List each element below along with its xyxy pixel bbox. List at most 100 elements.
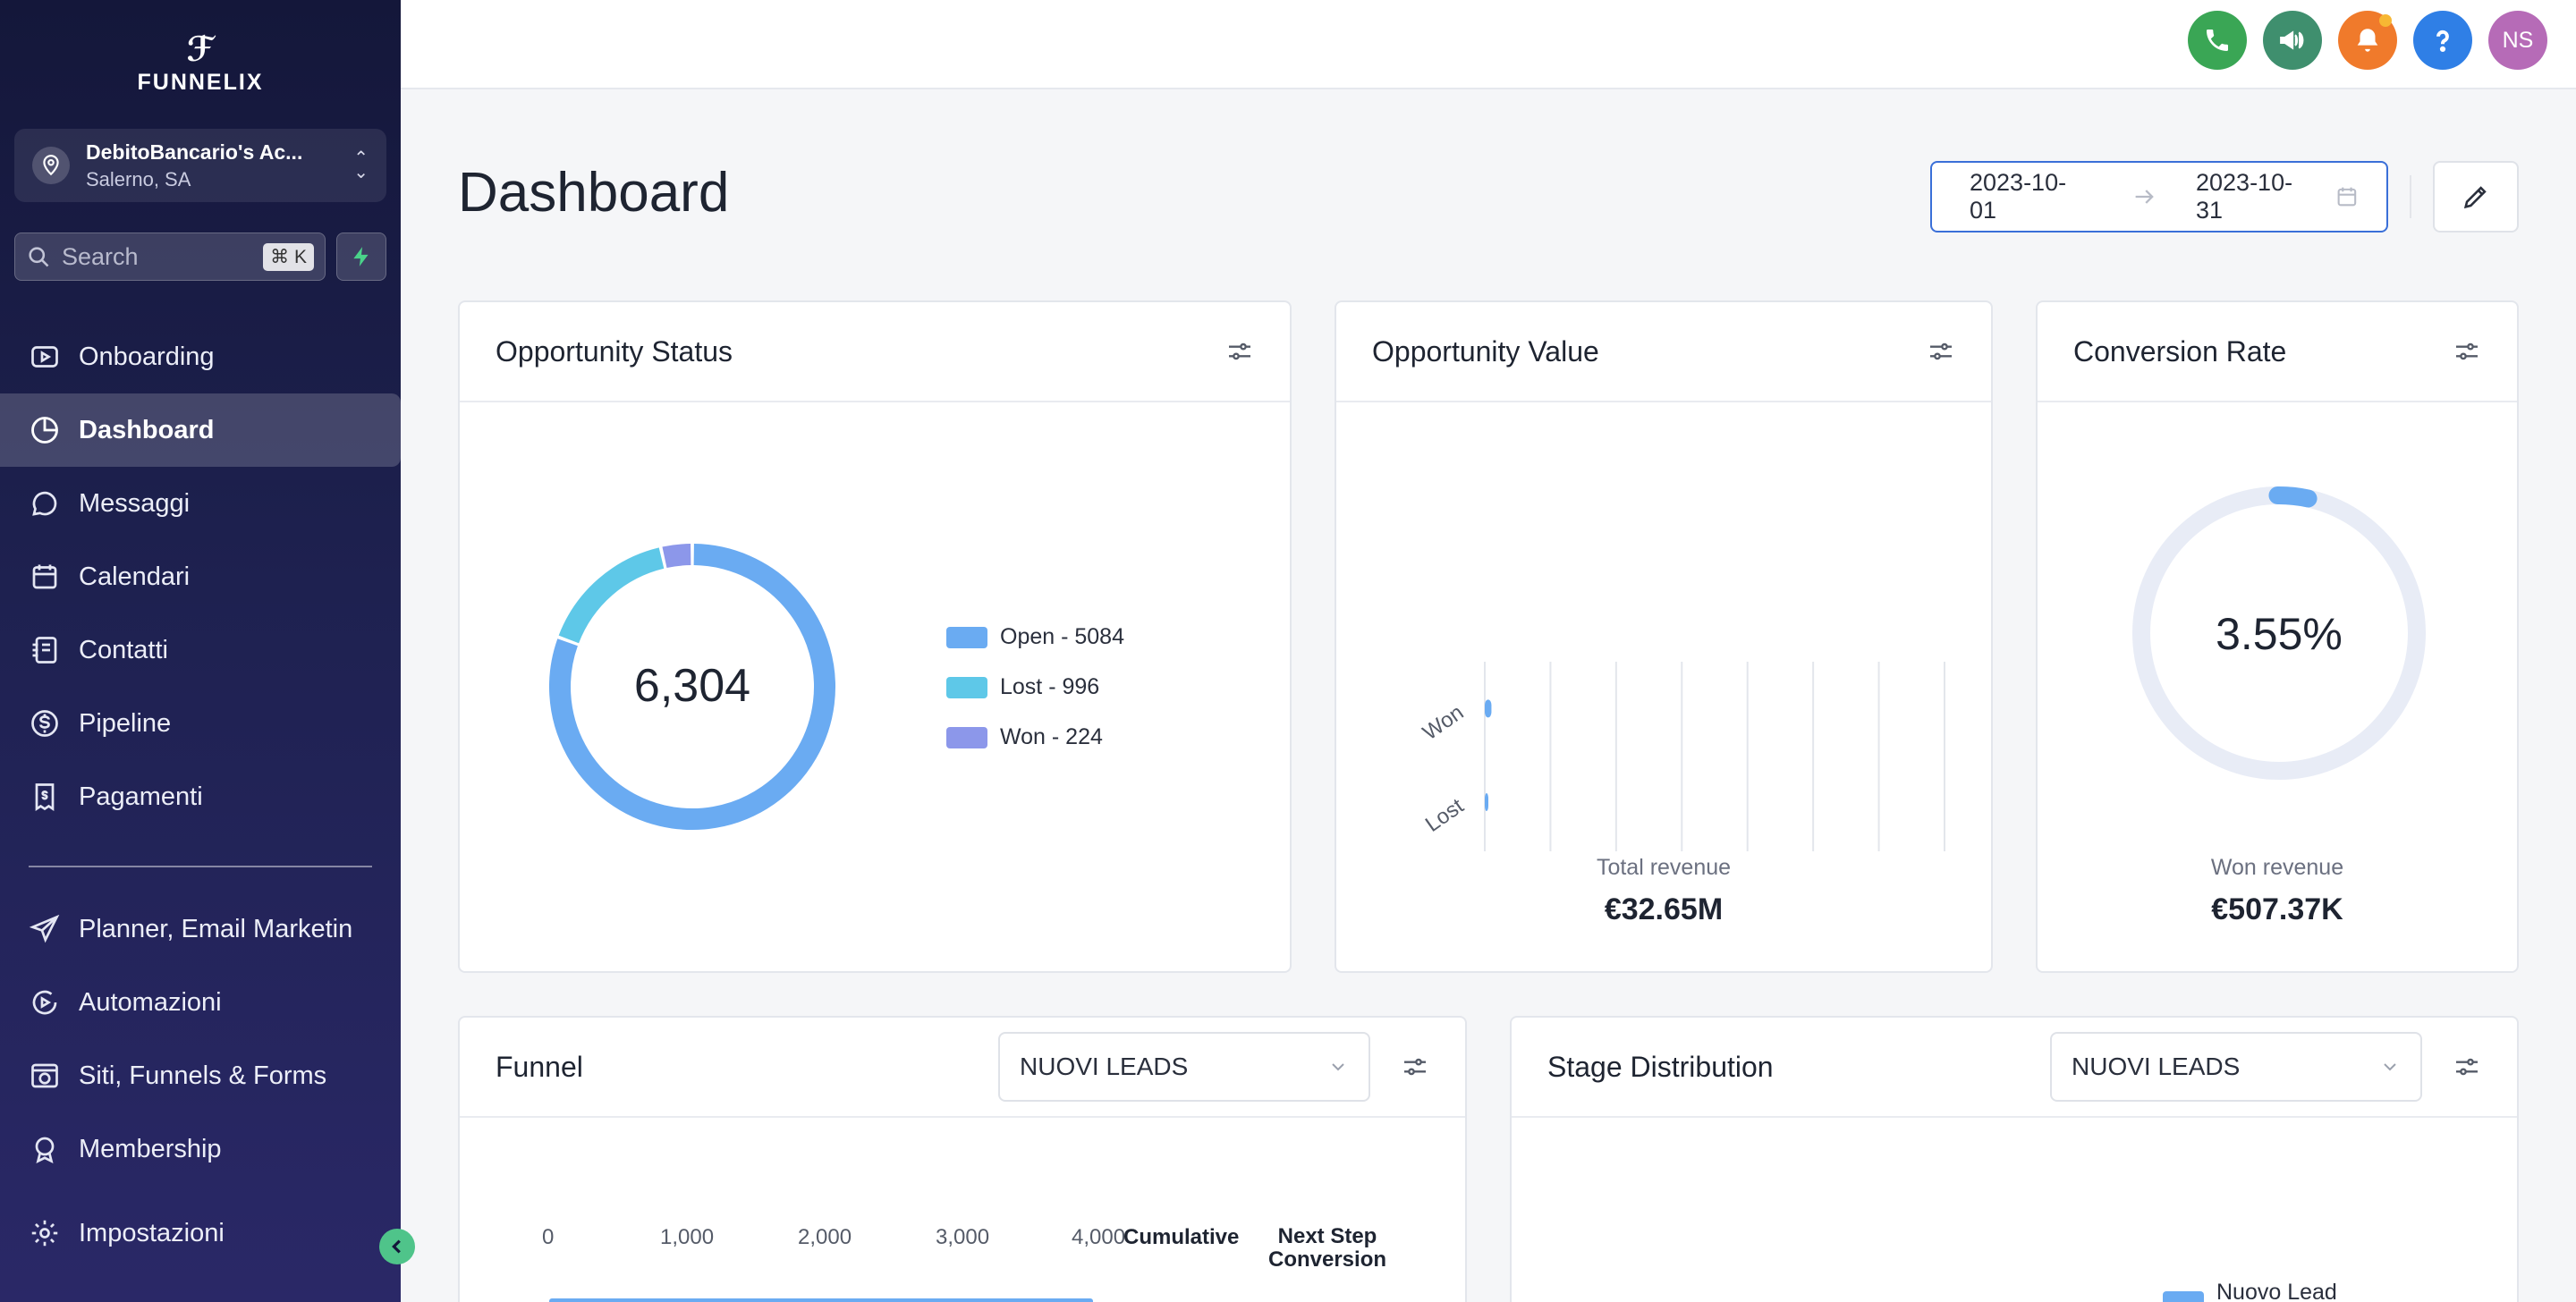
bar-lost[interactable]: [1485, 793, 1488, 811]
calendar-icon: [2337, 187, 2357, 207]
nav-label: Automazioni: [79, 987, 222, 1017]
account-location: Salerno, SA: [86, 167, 191, 190]
receipt-icon: [35, 783, 55, 812]
quick-action-button[interactable]: [336, 232, 386, 281]
donut-segment-open[interactable]: [549, 544, 835, 830]
category-label: Won: [1419, 700, 1469, 745]
nav-item-pipeline[interactable]: Pipeline: [0, 687, 401, 760]
automation-icon: [32, 990, 57, 1015]
won-revenue-value: €507.37K: [2211, 892, 2343, 926]
stage-pipeline-select[interactable]: NUOVI LEADS: [2050, 1032, 2422, 1102]
nav-item-siti[interactable]: Siti, Funnels & Forms: [0, 1039, 401, 1112]
notification-dot: [2379, 14, 2392, 27]
legend-item-open: Open - 5084: [946, 624, 1124, 650]
nav-label: Impostazioni: [79, 1218, 225, 1247]
filter-icon[interactable]: [2453, 1053, 2481, 1081]
nav-label: Dashboard: [79, 415, 215, 444]
gear-icon: [31, 1220, 58, 1247]
nav-item-dashboard[interactable]: Dashboard: [0, 393, 401, 467]
chevron-left-icon: [392, 1239, 401, 1254]
select-value: NUOVI LEADS: [2072, 1053, 2241, 1080]
date-end[interactable]: 2023-10-31: [2196, 169, 2293, 224]
nav-item-planner[interactable]: Planner, Email Marketin: [0, 892, 401, 966]
search-shortcut: ⌘ K: [263, 242, 314, 271]
account-switcher[interactable]: DebitoBancario's Ac... Salerno, SA ⌃ ⌄: [14, 129, 386, 202]
donut-segment-lost[interactable]: [558, 547, 665, 644]
phone-icon: [2207, 30, 2228, 51]
nav-label: Pipeline: [79, 708, 172, 738]
cumulative-column-header: Cumulative: [1123, 1225, 1240, 1249]
total-revenue-value: €32.65M: [1604, 892, 1724, 926]
filter-icon[interactable]: [2453, 337, 2481, 366]
opportunity-status-donut: 6,304: [549, 544, 835, 830]
nav-item-onboarding[interactable]: Onboarding: [0, 320, 401, 393]
pie-chart-icon: [31, 417, 58, 444]
nav-divider: [29, 866, 372, 867]
account-name: DebitoBancario's Ac...: [86, 140, 303, 164]
funnel-pipeline-select[interactable]: NUOVI LEADS: [998, 1032, 1370, 1102]
card-title: Opportunity Value: [1372, 334, 1599, 368]
date-range-picker[interactable]: 2023-10-01 2023-10-31: [1930, 161, 2388, 232]
nav-item-messaggi[interactable]: Messaggi: [0, 467, 401, 540]
nav-label: Planner, Email Marketin: [79, 914, 353, 943]
nav-item-impostazioni[interactable]: Impostazioni: [0, 1196, 401, 1270]
collapse-sidebar-button[interactable]: [379, 1229, 415, 1264]
donut-segment-won[interactable]: [662, 544, 691, 569]
chevron-down-icon: [1332, 1063, 1344, 1071]
category-label: Lost: [1421, 794, 1469, 837]
phone-button[interactable]: [2188, 11, 2247, 70]
megaphone-icon: [2280, 30, 2304, 50]
funnel-card: Funnel NUOVI LEADS 0 1,000 2,000 3,000 4…: [458, 1016, 1467, 1302]
play-square-icon: [31, 346, 58, 368]
legend-swatch: [946, 676, 987, 698]
app-logo[interactable]: ℱ FUNNELIX: [0, 32, 401, 96]
badge-icon: [35, 1137, 55, 1164]
legend-label: Nuovo Lead: [2216, 1279, 2337, 1302]
help-button[interactable]: [2413, 11, 2472, 70]
logo-text: FUNNELIX: [137, 70, 264, 95]
date-start[interactable]: 2023-10-01: [1970, 169, 2067, 224]
dollar-circle-icon: [31, 710, 58, 737]
question-icon: [2436, 30, 2449, 53]
chevron-down-icon: [2384, 1063, 2396, 1071]
search-input[interactable]: Search ⌘ K: [14, 232, 326, 281]
funnel-tick: 4,000: [1072, 1225, 1126, 1249]
search-icon: [29, 247, 49, 267]
lightning-icon: [353, 247, 369, 266]
header-line: Next Step: [1277, 1224, 1377, 1248]
card-title: Opportunity Status: [496, 334, 733, 368]
nav-item-contatti[interactable]: Contatti: [0, 613, 401, 687]
filter-icon[interactable]: [1927, 337, 1955, 366]
sidebar: ℱ FUNNELIX DebitoBancario's Ac... Salern…: [0, 0, 415, 1302]
nav-label: Messaggi: [79, 488, 191, 518]
announcement-button[interactable]: [2263, 11, 2322, 70]
card-title: Conversion Rate: [2073, 334, 2287, 368]
chevron-updown-icon: ⌃ ⌄: [353, 148, 369, 182]
nav-label: Siti, Funnels & Forms: [79, 1061, 327, 1090]
arrow-right-icon: [2135, 190, 2155, 204]
secondary-nav: Planner, Email Marketin Automazioni Siti…: [0, 892, 401, 1270]
pencil-icon: [2463, 186, 2487, 209]
nav-item-pagamenti[interactable]: Pagamenti: [0, 760, 401, 833]
legend-label: Lost - 996: [1000, 674, 1100, 699]
top-bar: NS: [401, 0, 2576, 89]
header-divider: [2410, 175, 2411, 218]
nav-item-membership[interactable]: Membership: [0, 1112, 401, 1186]
nav-item-automazioni[interactable]: Automazioni: [0, 966, 401, 1039]
filter-icon[interactable]: [1401, 1053, 1429, 1081]
nav-label: Onboarding: [79, 342, 215, 371]
bar-won[interactable]: [1485, 699, 1492, 718]
filter-icon[interactable]: [1225, 337, 1254, 366]
conversion-rate-gauge: 3.55%: [2132, 486, 2426, 780]
notifications-button[interactable]: [2338, 11, 2397, 70]
card-title: Stage Distribution: [1547, 1050, 1774, 1083]
nav-item-calendari[interactable]: Calendari: [0, 540, 401, 613]
page-title: Dashboard: [458, 162, 730, 224]
funnel-tick: 3,000: [936, 1225, 990, 1249]
legend-item-nuovo-lead: Nuovo Lead: [2163, 1272, 2337, 1302]
opportunity-status-card: Opportunity Status 6,304 Open - 5084 Los…: [458, 300, 1292, 973]
next-step-conversion-header: Next Step Conversion: [1247, 1225, 1408, 1272]
bell-icon: [2357, 29, 2378, 52]
edit-dashboard-button[interactable]: [2433, 161, 2519, 232]
user-avatar[interactable]: NS: [2488, 11, 2547, 70]
